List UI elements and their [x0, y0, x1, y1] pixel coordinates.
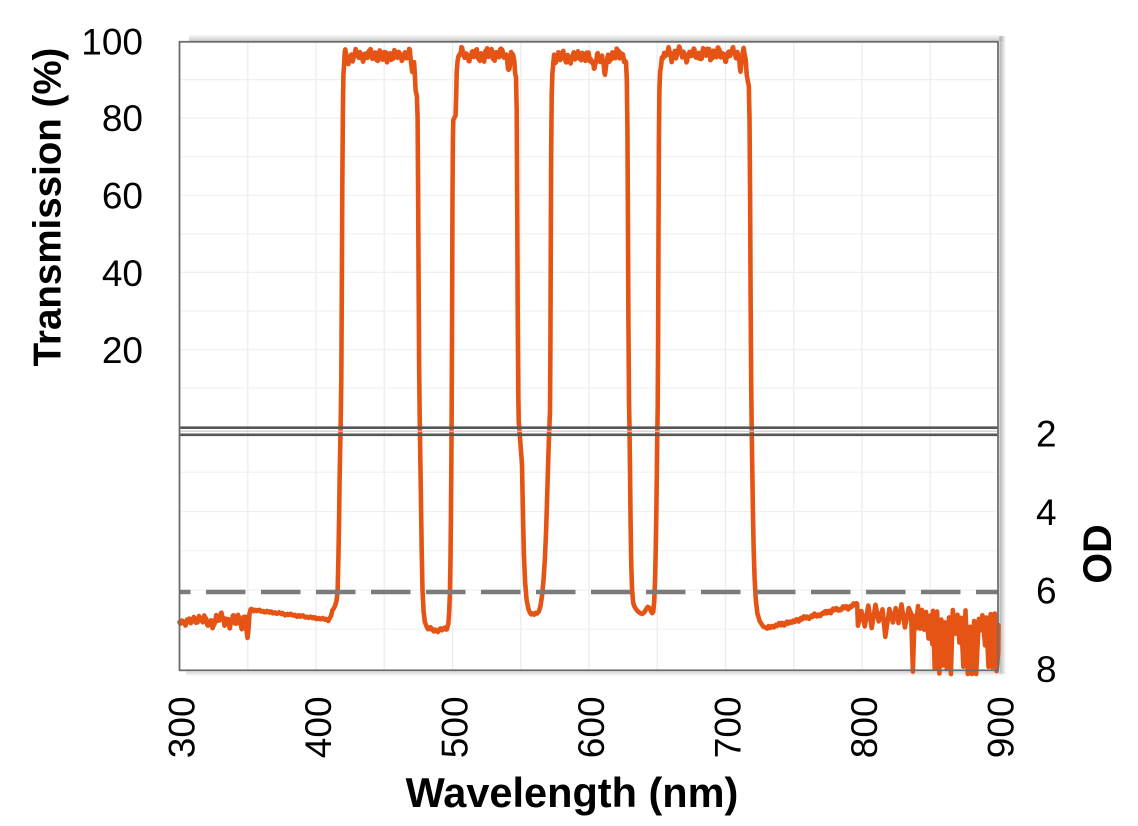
- svg-text:800: 800: [844, 696, 885, 758]
- svg-text:400: 400: [298, 696, 339, 758]
- svg-text:900: 900: [981, 696, 1022, 758]
- svg-text:60: 60: [102, 176, 143, 217]
- svg-text:OD: OD: [1076, 524, 1120, 583]
- svg-text:Wavelength (nm): Wavelength (nm): [406, 769, 739, 816]
- svg-text:600: 600: [571, 696, 612, 758]
- svg-text:4: 4: [1036, 492, 1057, 533]
- svg-text:40: 40: [102, 253, 143, 294]
- svg-text:8: 8: [1036, 649, 1057, 690]
- svg-text:100: 100: [81, 22, 143, 63]
- svg-text:80: 80: [102, 98, 143, 139]
- svg-text:700: 700: [708, 696, 749, 758]
- svg-text:20: 20: [102, 330, 143, 371]
- svg-text:300: 300: [162, 696, 203, 758]
- svg-text:2: 2: [1036, 414, 1057, 455]
- svg-text:Transmission (%): Transmission (%): [27, 48, 70, 367]
- svg-text:500: 500: [435, 696, 476, 758]
- svg-text:6: 6: [1036, 571, 1057, 612]
